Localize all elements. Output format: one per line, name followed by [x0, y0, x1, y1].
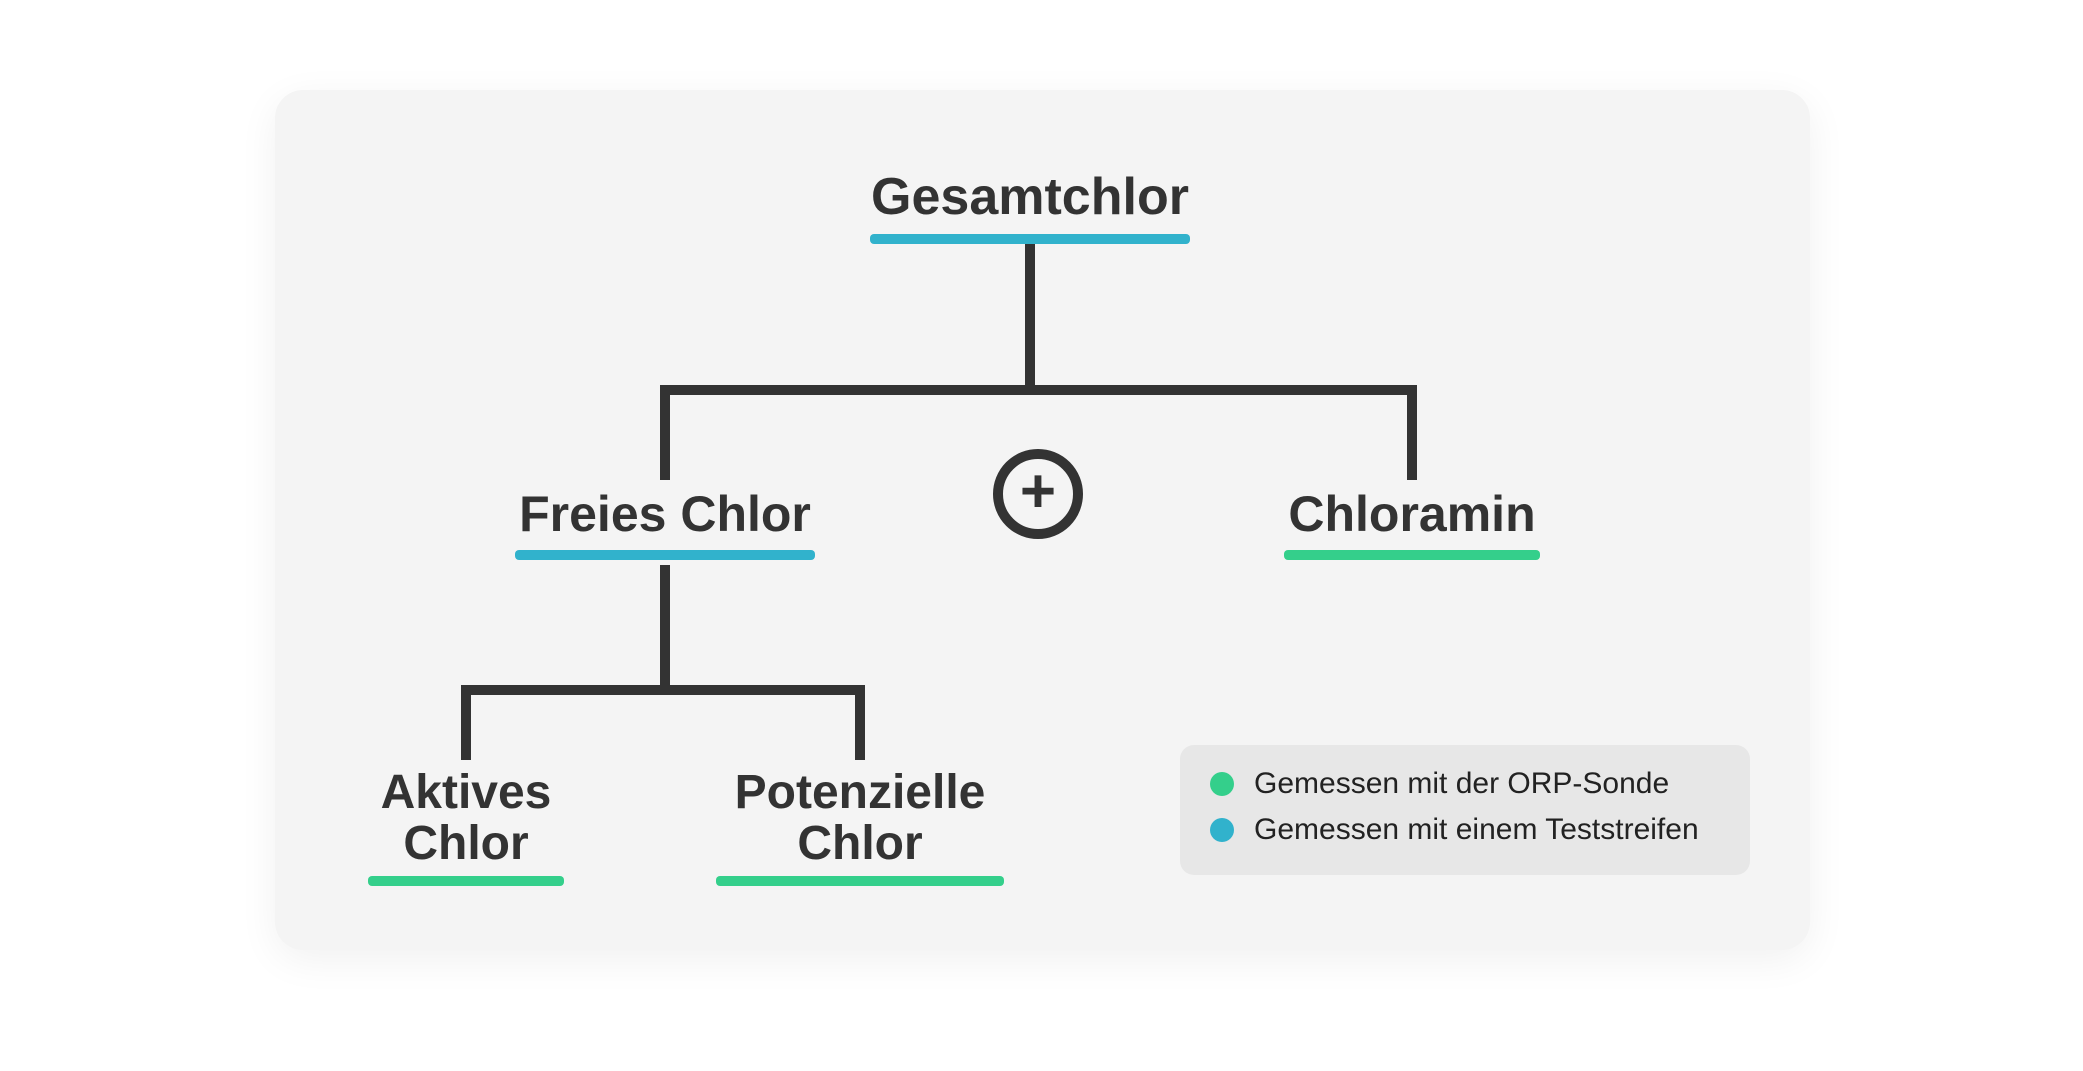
- node-label: Aktives Chlor: [381, 766, 552, 869]
- node-label: Chloramin: [1288, 486, 1535, 542]
- node-underline: [1284, 550, 1540, 560]
- node-label: Potenzielle Chlor: [735, 766, 986, 869]
- node-freies-chlor: Freies Chlor: [455, 488, 875, 541]
- legend: Gemessen mit der ORP-Sonde Gemessen mit …: [1180, 745, 1750, 875]
- legend-item: Gemessen mit der ORP-Sonde: [1210, 767, 1720, 801]
- node-underline: [368, 876, 564, 886]
- legend-dot-icon: [1210, 772, 1234, 796]
- node-aktives-chlor: Aktives Chlor: [316, 768, 616, 869]
- plus-icon: +: [993, 449, 1083, 539]
- node-underline: [716, 876, 1004, 886]
- node-label: Freies Chlor: [519, 486, 811, 542]
- node-potenzielle-chlor: Potenzielle Chlor: [700, 768, 1020, 869]
- legend-dot-icon: [1210, 818, 1234, 842]
- node-underline: [515, 550, 815, 560]
- node-gesamtchlor: Gesamtchlor: [820, 170, 1240, 225]
- node-label: Gesamtchlor: [871, 168, 1189, 226]
- legend-label: Gemessen mit der ORP-Sonde: [1254, 767, 1669, 801]
- legend-label: Gemessen mit einem Teststreifen: [1254, 813, 1699, 847]
- legend-item: Gemessen mit einem Teststreifen: [1210, 813, 1720, 847]
- node-chloramin: Chloramin: [1232, 488, 1592, 541]
- plus-glyph: +: [1020, 456, 1056, 527]
- node-underline: [870, 234, 1190, 244]
